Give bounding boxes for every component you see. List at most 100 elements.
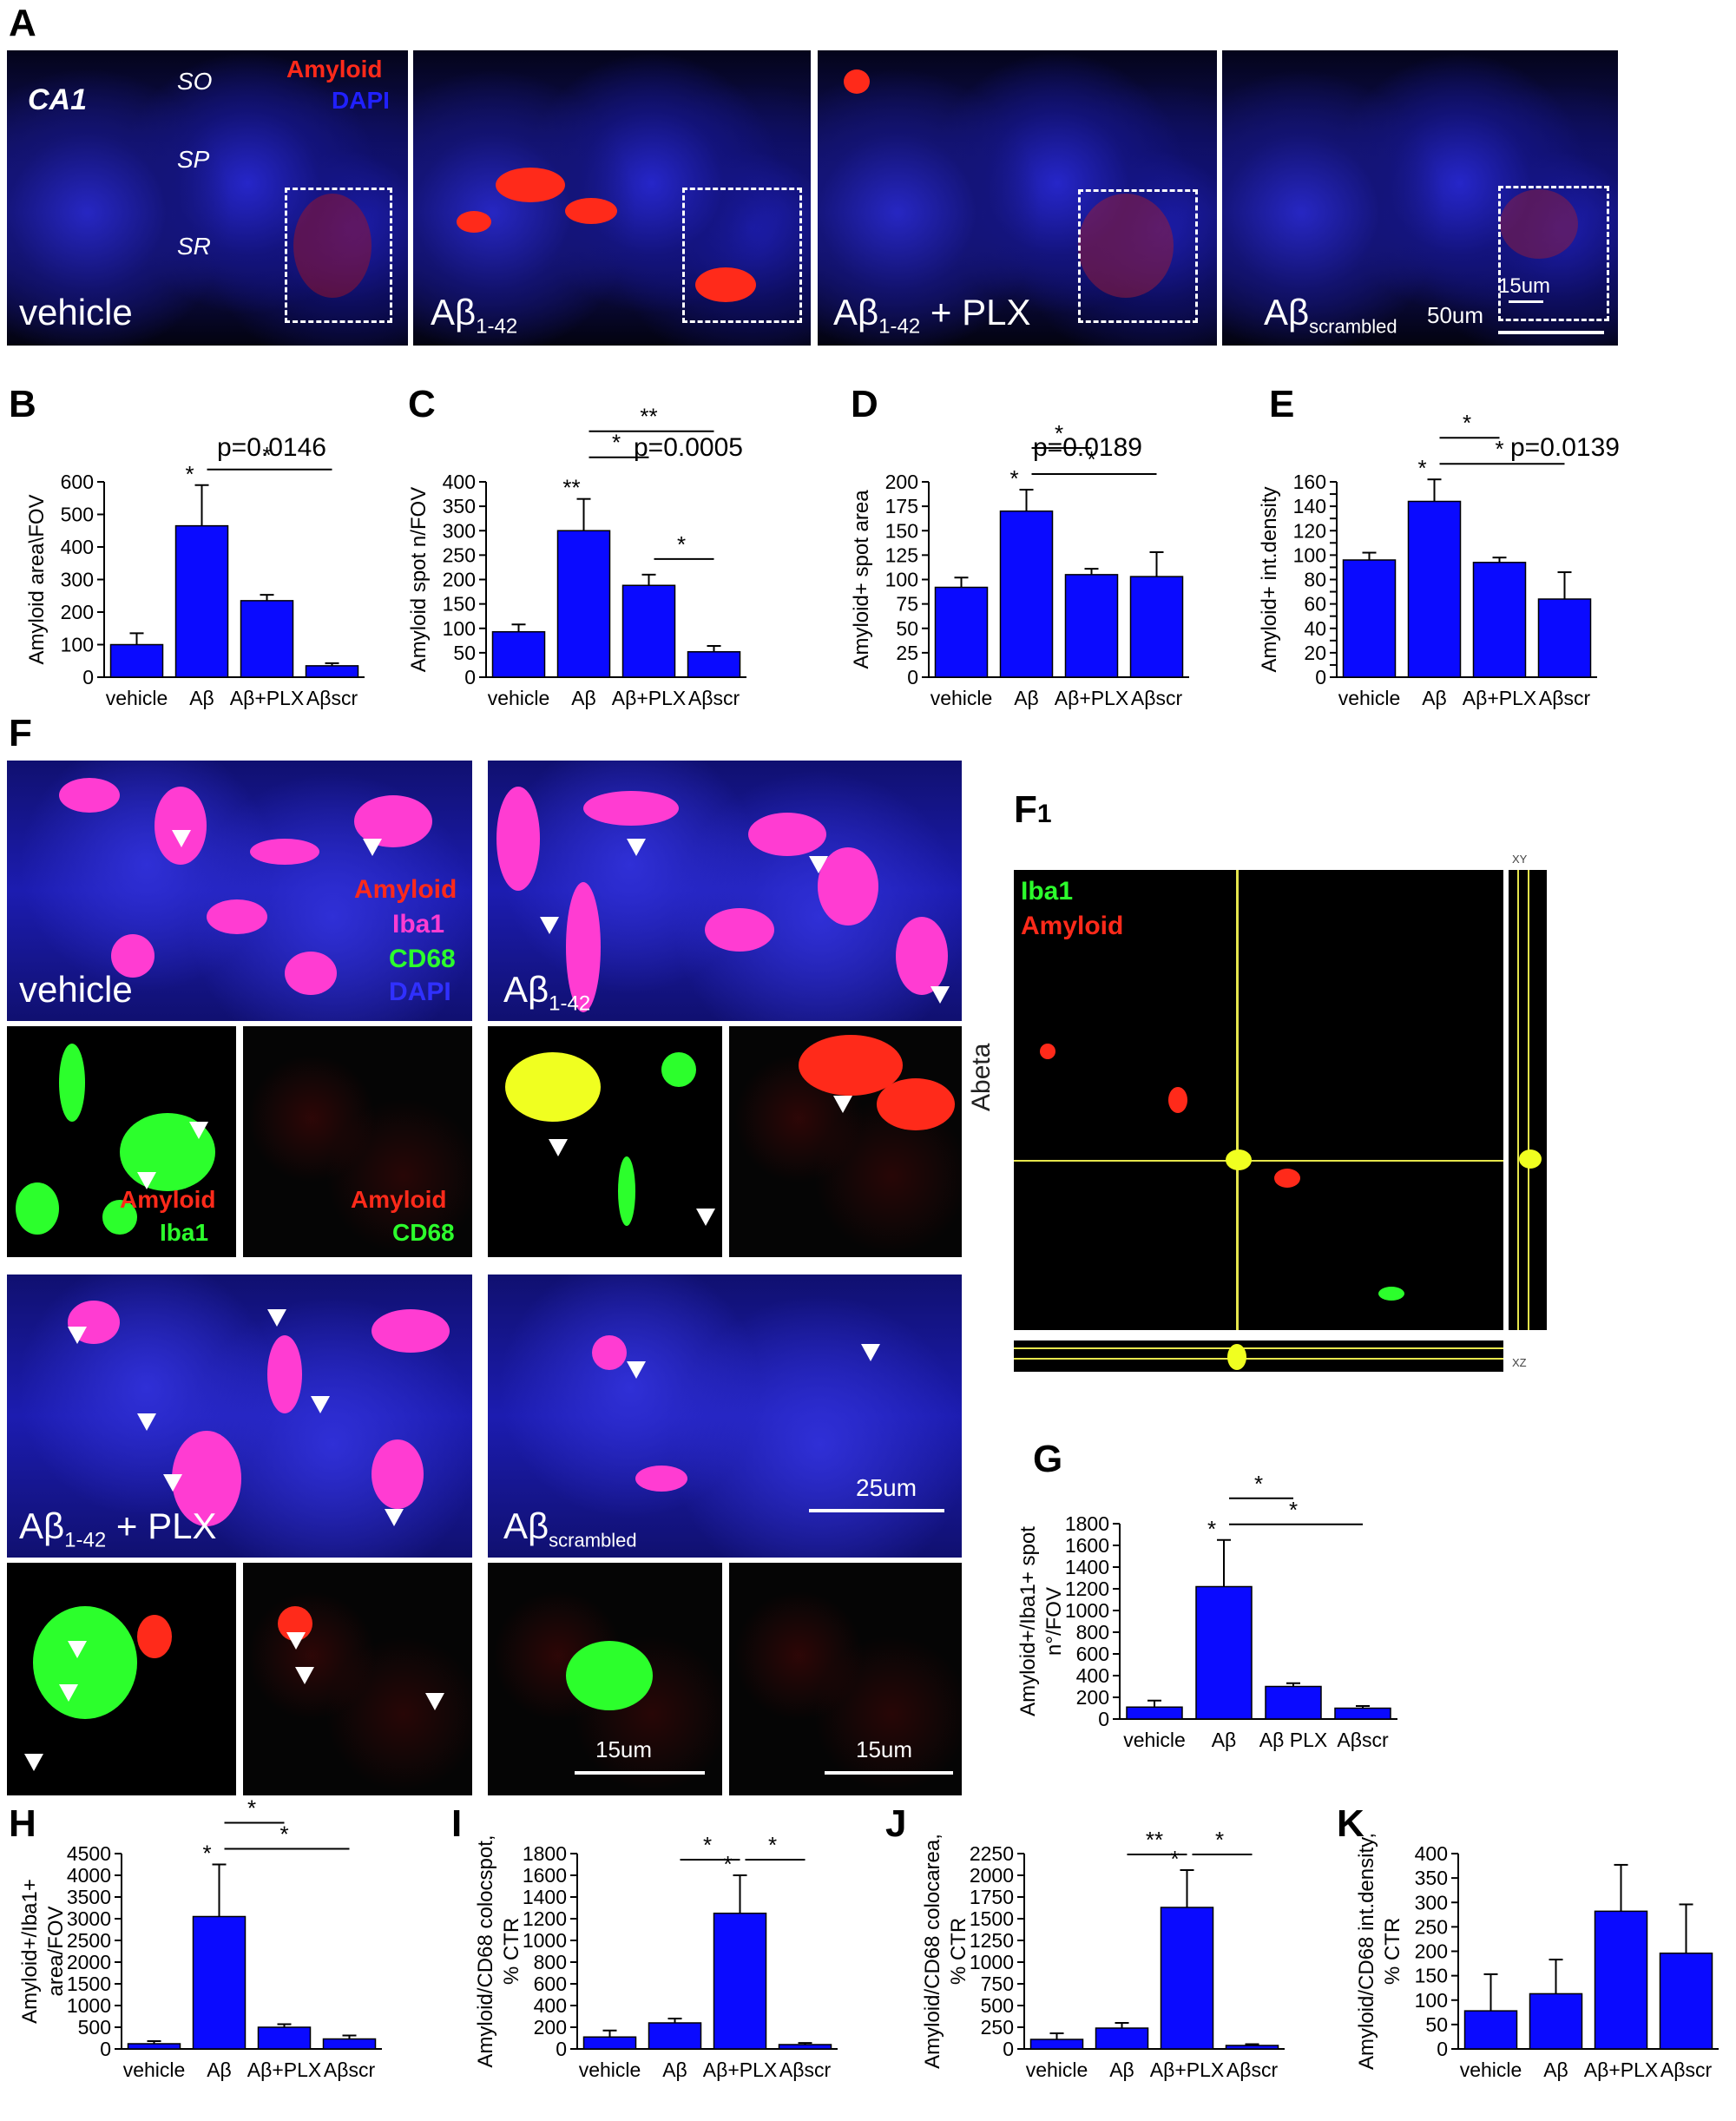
- y-tick-label: 200: [61, 601, 94, 623]
- condition-label: Aβ1-42 + PLX: [19, 1505, 217, 1552]
- x-tick-label: Aβscr: [779, 2058, 832, 2081]
- y-tick-label: 300: [1415, 1891, 1448, 1914]
- chart-d: Dp=0.01890255075100125150175200Amyloid+ …: [850, 383, 1189, 709]
- x-tick-label: Aβ: [571, 687, 596, 709]
- y-tick-label: 400: [1076, 1664, 1109, 1687]
- bar: [192, 1915, 247, 2050]
- y-tick-label: 150: [885, 519, 918, 542]
- x-tick-label: Aβscr: [1539, 687, 1591, 709]
- y-tick-label: 400: [443, 471, 476, 493]
- x-tick-label: vehicle: [1460, 2058, 1522, 2081]
- y-tick-label: 100: [61, 634, 94, 656]
- chart-row-2: H050010001500200025003000350040004500Amy…: [9, 1797, 1719, 2081]
- scale-bar: [809, 1509, 944, 1512]
- bar: [240, 600, 294, 678]
- y-tick-label: 1750: [970, 1886, 1014, 1908]
- y-tick-label: 0: [464, 666, 476, 688]
- legend-amyloid: Amyloid: [354, 875, 457, 904]
- significance-star: *: [1215, 1827, 1224, 1853]
- y-tick-label: 100: [885, 569, 918, 591]
- y-tick-label: 2500: [67, 1929, 111, 1952]
- inset-label-iba1: Iba1: [160, 1219, 209, 1246]
- bar: [1126, 1706, 1183, 1720]
- p-value: p=0.0005: [634, 433, 743, 462]
- significance-star: *: [185, 461, 194, 487]
- micrograph-a-abeta-plx: Aβ1-42 + PLX: [818, 50, 1217, 346]
- x-tick-label: Aβ: [1422, 687, 1447, 709]
- x-tick-label: vehicle: [106, 687, 168, 709]
- x-tick-label: vehicle: [579, 2058, 641, 2081]
- x-tick-label: Aβ PLX: [1259, 1729, 1327, 1751]
- x-tick-label: Aβ+PLX: [1463, 687, 1536, 709]
- y-tick-label: 1200: [1065, 1578, 1109, 1600]
- y-tick-label: 50: [1425, 2013, 1448, 2036]
- y-tick-label: 0: [82, 666, 94, 688]
- y-tick-label: 1200: [523, 1907, 567, 1930]
- y-tick-label: 350: [1415, 1867, 1448, 1889]
- x-tick-label: Aβ+PLX: [1150, 2058, 1224, 2081]
- inset-f-vehicle-cd68: Amyloid CD68: [243, 1026, 472, 1257]
- y-tick-label: 400: [61, 536, 94, 558]
- y-axis-label: Amyloid+ spot area: [850, 490, 873, 669]
- bar: [1095, 2027, 1149, 2050]
- significance-star: *: [1463, 410, 1471, 436]
- bar: [491, 630, 546, 678]
- panel-label: E: [1269, 383, 1294, 425]
- inset-label-amyloid: Amyloid: [351, 1186, 447, 1213]
- layer-so: SO: [177, 68, 213, 95]
- panel-label: G: [1033, 1438, 1062, 1480]
- bar: [1407, 500, 1462, 678]
- x-tick-label: vehicle: [123, 2058, 186, 2081]
- x-tick-label: Aβscr: [324, 2058, 376, 2081]
- legend-cd68: CD68: [389, 945, 456, 973]
- y-tick-label: 800: [534, 1951, 567, 1973]
- x-tick-label: Aβscr: [1226, 2058, 1279, 2081]
- y-tick-label: 250: [443, 543, 476, 566]
- y-tick-label: 200: [885, 471, 918, 493]
- bar: [1537, 598, 1592, 678]
- bar: [1472, 562, 1527, 678]
- bar: [1225, 2045, 1279, 2050]
- bar: [1463, 2010, 1518, 2050]
- scale-bar-small: [1509, 300, 1543, 303]
- y-axis-label: % CTR: [947, 1918, 970, 1985]
- x-tick-label: vehicle: [488, 687, 550, 709]
- significance-star: *: [1087, 446, 1095, 472]
- y-tick-label: 1400: [1065, 1556, 1109, 1578]
- inset-label-cd68: CD68: [392, 1219, 455, 1246]
- significance-star: *: [262, 442, 271, 468]
- y-tick-label: 0: [100, 2038, 111, 2060]
- scale-bar-label: 15um: [595, 1736, 653, 1762]
- bar: [1029, 2039, 1084, 2050]
- bar: [305, 665, 359, 678]
- inset-f-abeta-cd68: [729, 1026, 962, 1257]
- x-tick-label: Aβscr: [306, 687, 358, 709]
- significance-star: *: [1055, 420, 1063, 446]
- y-tick-label: 1400: [523, 1886, 567, 1908]
- y-tick-label: 1000: [970, 1951, 1014, 1973]
- y-tick-label: 175: [885, 495, 918, 517]
- x-tick-label: vehicle: [1123, 1729, 1186, 1751]
- y-tick-label: 250: [981, 2016, 1014, 2039]
- bar: [174, 524, 229, 678]
- y-tick-label: 160: [1293, 471, 1326, 493]
- y-tick-label: 200: [534, 2016, 567, 2039]
- x-tick-label: Aβscr: [1131, 687, 1183, 709]
- bar: [999, 510, 1054, 678]
- significance-star: *: [677, 531, 686, 557]
- legend-amyloid: Amyloid: [1021, 912, 1124, 940]
- significance-star: *: [1254, 1471, 1263, 1497]
- layer-sr: SR: [177, 233, 211, 260]
- significance-star: *: [1495, 436, 1503, 462]
- y-tick-label: 2000: [970, 1864, 1014, 1887]
- x-tick-label: Aβ: [1543, 2058, 1568, 2081]
- y-tick-label: 100: [1415, 1989, 1448, 2012]
- bar: [648, 2022, 702, 2050]
- significance-star: *: [1207, 1516, 1216, 1542]
- y-axis-label: Amyloid+/Iba1+ spot: [1016, 1526, 1040, 1716]
- y-tick-label: 0: [1315, 666, 1326, 688]
